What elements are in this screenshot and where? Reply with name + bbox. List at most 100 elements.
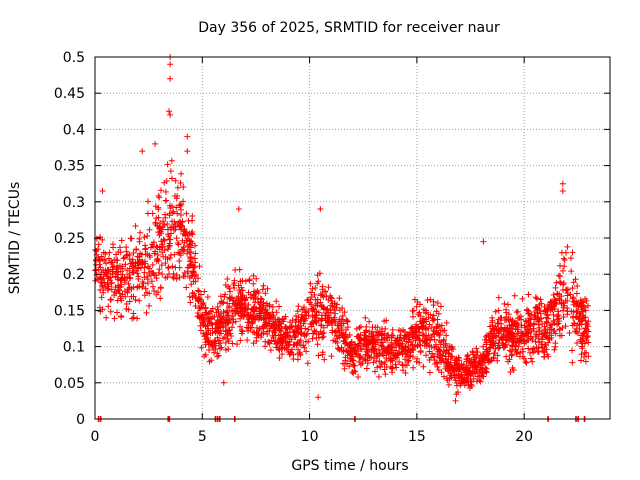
data-point	[219, 299, 226, 306]
data-point	[170, 208, 177, 215]
data-point	[413, 358, 420, 365]
data-point	[311, 311, 318, 318]
data-point	[256, 300, 263, 307]
data-point	[208, 339, 215, 346]
data-point	[142, 242, 149, 249]
data-point	[357, 323, 364, 330]
axis-ticks	[94, 56, 610, 420]
data-point	[189, 289, 196, 296]
x-tick-label: 10	[301, 429, 319, 445]
data-point	[558, 249, 565, 256]
data-point	[126, 270, 133, 277]
data-point	[388, 357, 395, 364]
data-point	[570, 308, 577, 315]
data-point	[216, 345, 223, 352]
data-point	[417, 342, 424, 349]
data-point	[319, 316, 326, 323]
data-point	[544, 351, 551, 358]
data-point	[525, 308, 532, 315]
data-point	[495, 294, 502, 301]
data-point	[100, 249, 107, 256]
data-point	[95, 241, 102, 248]
data-point	[409, 330, 416, 337]
data-point	[230, 282, 237, 289]
data-point	[464, 364, 471, 371]
data-point	[225, 346, 232, 353]
data-point	[327, 302, 334, 309]
data-point	[419, 330, 426, 337]
data-point	[405, 358, 412, 365]
data-point	[312, 296, 319, 303]
data-point	[119, 263, 126, 270]
data-point	[291, 334, 298, 341]
data-point	[170, 275, 177, 282]
data-point	[220, 324, 227, 331]
data-point	[338, 322, 345, 329]
data-point	[139, 284, 146, 291]
data-point	[382, 371, 389, 378]
data-point	[252, 295, 259, 302]
y-tick-label: 0.35	[54, 159, 85, 175]
data-point	[136, 238, 143, 245]
data-point	[578, 351, 585, 358]
data-point	[146, 302, 153, 309]
data-point	[409, 324, 416, 331]
data-point	[165, 243, 172, 250]
data-point	[466, 357, 473, 364]
data-point	[105, 266, 112, 273]
data-point	[134, 284, 141, 291]
data-point	[292, 319, 299, 326]
data-point	[297, 352, 304, 359]
data-point	[184, 133, 191, 140]
data-point	[505, 311, 512, 318]
data-point	[414, 299, 421, 306]
data-point	[322, 289, 329, 296]
data-point	[357, 361, 364, 368]
y-tick-label: 0.4	[63, 122, 85, 138]
data-point	[222, 339, 229, 346]
data-point	[186, 230, 193, 237]
data-point	[585, 353, 592, 360]
data-point	[305, 326, 312, 333]
data-point	[312, 312, 319, 319]
data-point	[535, 317, 542, 324]
data-point	[364, 348, 371, 355]
data-point	[248, 324, 255, 331]
x-tick-label: 0	[91, 429, 100, 445]
data-point	[276, 354, 283, 361]
data-point	[190, 278, 197, 285]
data-point	[429, 317, 436, 324]
data-point	[157, 220, 164, 227]
data-point	[582, 307, 589, 314]
data-point	[536, 328, 543, 335]
data-point	[302, 309, 309, 316]
data-point	[499, 333, 506, 340]
data-point	[373, 336, 380, 343]
data-point	[564, 308, 571, 315]
data-point	[185, 217, 192, 224]
data-point	[319, 283, 326, 290]
data-point	[167, 168, 174, 175]
data-point	[196, 295, 203, 302]
data-point	[184, 270, 191, 277]
data-point	[395, 351, 402, 358]
data-point	[490, 354, 497, 361]
data-point	[328, 353, 335, 360]
data-point	[167, 61, 174, 68]
data-point	[548, 334, 555, 341]
data-point	[533, 295, 540, 302]
data-point	[244, 305, 251, 312]
data-point	[477, 360, 484, 367]
data-point	[436, 347, 443, 354]
data-point	[399, 361, 406, 368]
data-point	[413, 331, 420, 338]
data-point	[107, 297, 114, 304]
data-point	[226, 303, 233, 310]
data-point	[303, 331, 310, 338]
data-point	[491, 349, 498, 356]
data-point	[299, 306, 306, 313]
data-point	[192, 271, 199, 278]
data-point	[295, 346, 302, 353]
data-point	[272, 316, 279, 323]
data-point	[561, 257, 568, 264]
